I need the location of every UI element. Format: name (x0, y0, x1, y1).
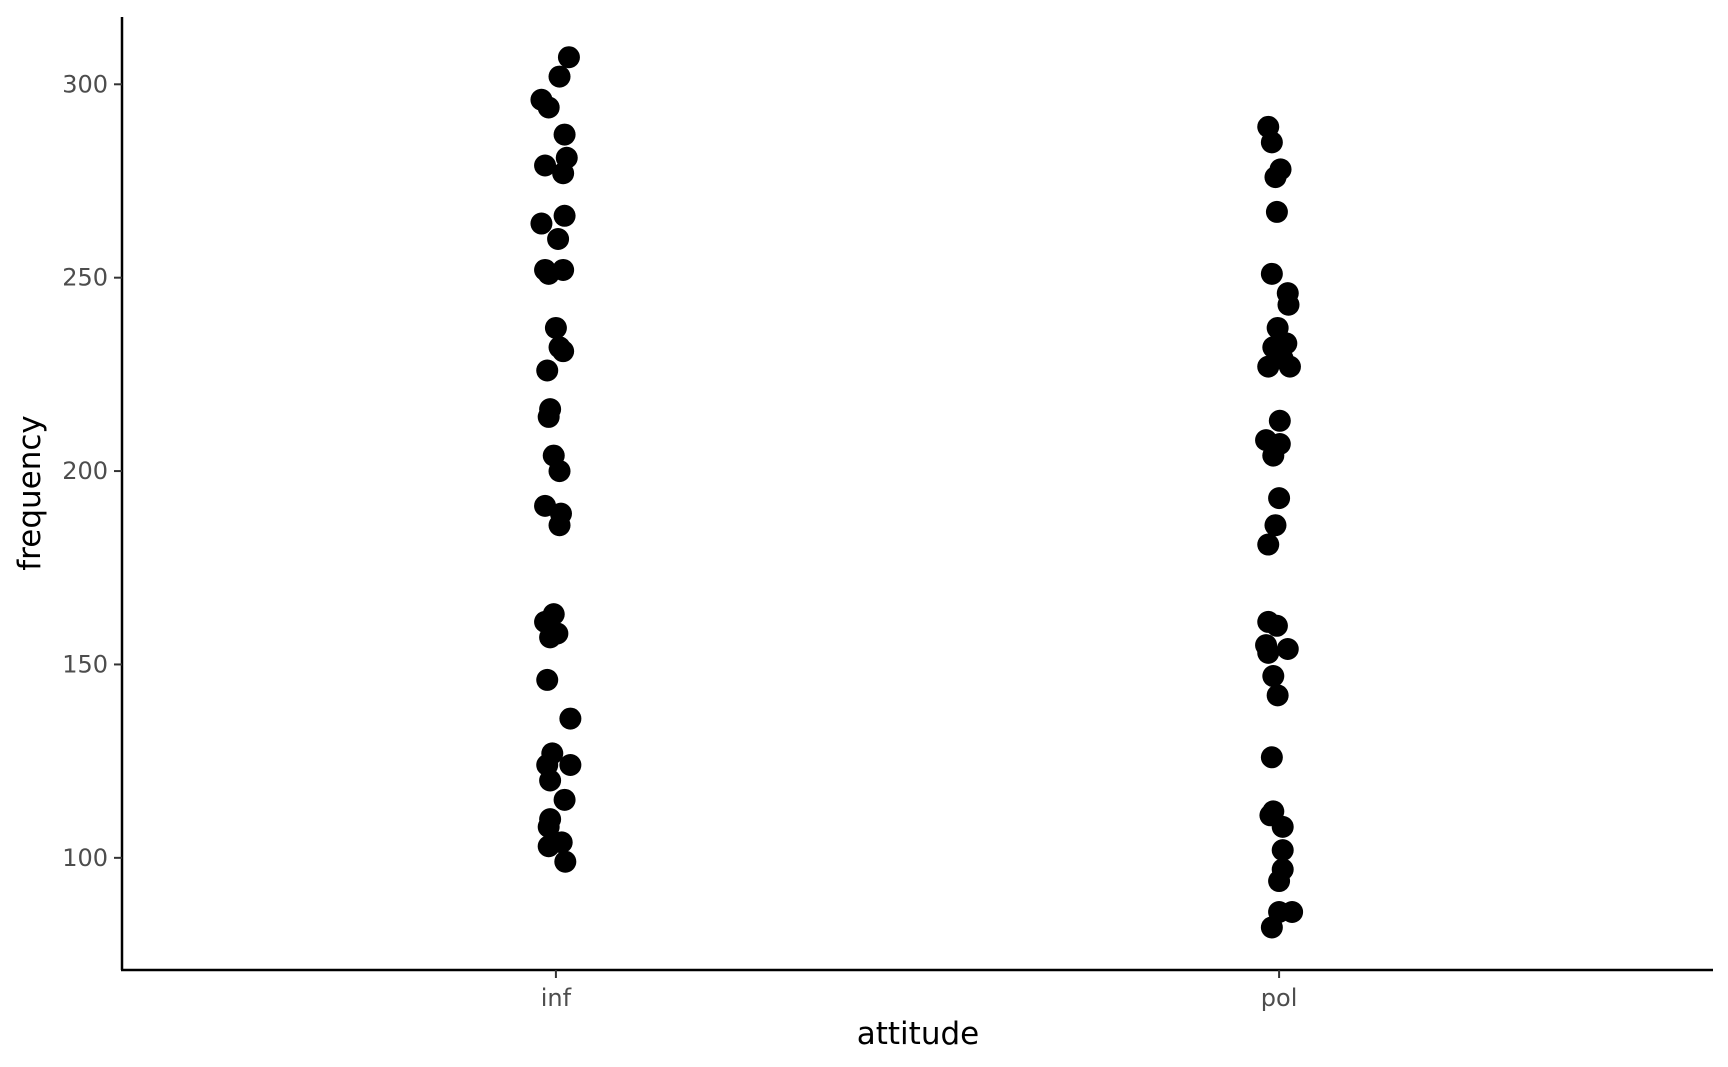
y-tick-label: 100 (62, 844, 108, 872)
data-point-inf (539, 769, 562, 792)
data-point-pol (1266, 684, 1289, 707)
data-point-pol (1257, 355, 1280, 378)
data-point-inf (544, 316, 567, 339)
data-point-inf (552, 340, 575, 363)
data-point-pol (1262, 665, 1285, 688)
data-point-inf (537, 262, 560, 285)
data-point-pol (1276, 637, 1299, 660)
data-point-inf (537, 96, 560, 119)
x-tick-label-pol: pol (1261, 984, 1298, 1012)
data-point-inf (537, 835, 560, 858)
data-point-inf (554, 850, 577, 873)
data-point-pol (1260, 131, 1283, 154)
data-point-inf (537, 815, 560, 838)
x-axis-ticks: inf pol (541, 970, 1298, 1012)
data-points (530, 46, 1304, 939)
data-point-inf (530, 212, 553, 235)
y-axis-ticks: 100 150 200 250 300 (62, 70, 122, 872)
data-point-pol (1257, 533, 1280, 556)
y-tick-label: 250 (62, 264, 108, 292)
data-point-inf (559, 754, 582, 777)
data-point-pol (1265, 200, 1288, 223)
data-point-inf (553, 204, 576, 227)
data-point-inf (548, 65, 571, 88)
data-point-inf (536, 359, 559, 382)
y-axis-title: frequency (12, 415, 48, 570)
data-point-inf (548, 460, 571, 483)
data-point-pol (1264, 166, 1287, 189)
data-point-pol (1268, 487, 1291, 510)
data-point-pol (1268, 870, 1291, 893)
data-point-pol (1268, 409, 1291, 432)
x-tick-label-inf: inf (541, 984, 572, 1012)
data-point-inf (539, 626, 562, 649)
data-point-inf (534, 154, 557, 177)
data-point-pol (1260, 916, 1283, 939)
y-tick-label: 200 (62, 457, 108, 485)
data-point-inf (552, 162, 575, 185)
y-tick-label: 150 (62, 650, 108, 678)
data-point-inf (559, 707, 582, 730)
data-point-pol (1281, 900, 1304, 923)
data-point-inf (536, 668, 559, 691)
data-point-pol (1271, 839, 1294, 862)
x-axis-title: attitude (857, 1016, 979, 1052)
data-point-inf (548, 514, 571, 537)
data-point-pol (1260, 746, 1283, 769)
data-point-inf (553, 788, 576, 811)
data-point-pol (1257, 641, 1280, 664)
data-point-inf (557, 46, 580, 69)
data-point-pol (1264, 514, 1287, 537)
data-point-inf (553, 123, 576, 146)
data-point-inf (537, 405, 560, 428)
y-tick-label: 300 (62, 70, 108, 98)
data-point-inf (547, 228, 570, 251)
data-point-pol (1262, 444, 1285, 467)
data-point-pol (1260, 262, 1283, 285)
data-point-pol (1271, 815, 1294, 838)
data-point-pol (1265, 614, 1288, 637)
data-point-pol (1278, 355, 1301, 378)
data-point-pol (1277, 293, 1300, 316)
